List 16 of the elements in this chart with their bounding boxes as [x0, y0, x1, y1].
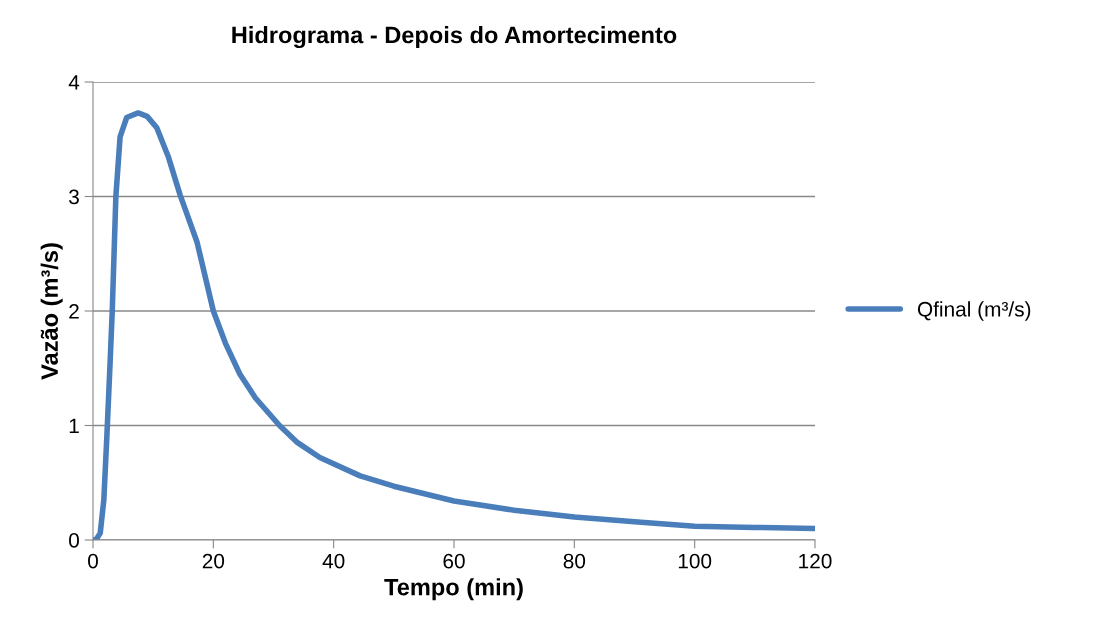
x-tick-label: 40 — [322, 553, 345, 569]
x-tick-label: 80 — [563, 553, 586, 569]
x-tick-label: 120 — [799, 553, 832, 569]
y-axis-title: Vazão (m³/s) — [40, 243, 63, 380]
x-tick-label: 60 — [443, 553, 465, 569]
y-tick-label: 3 — [69, 189, 79, 205]
y-tick-label: 0 — [69, 533, 79, 548]
x-tick-label: 20 — [202, 553, 225, 569]
y-tick-label: 2 — [69, 304, 79, 319]
x-axis-title: Tempo (min) — [384, 578, 523, 601]
x-tick-label: 100 — [678, 553, 712, 569]
chart-title: Hidrograma - Depois do Amortecimento — [232, 26, 677, 49]
y-tick-label: 4 — [68, 75, 80, 90]
x-tick-label: 0 — [88, 553, 98, 569]
legend-label: Qfinal (m³/s) — [917, 301, 1031, 321]
y-tick-label: 1 — [69, 418, 79, 434]
